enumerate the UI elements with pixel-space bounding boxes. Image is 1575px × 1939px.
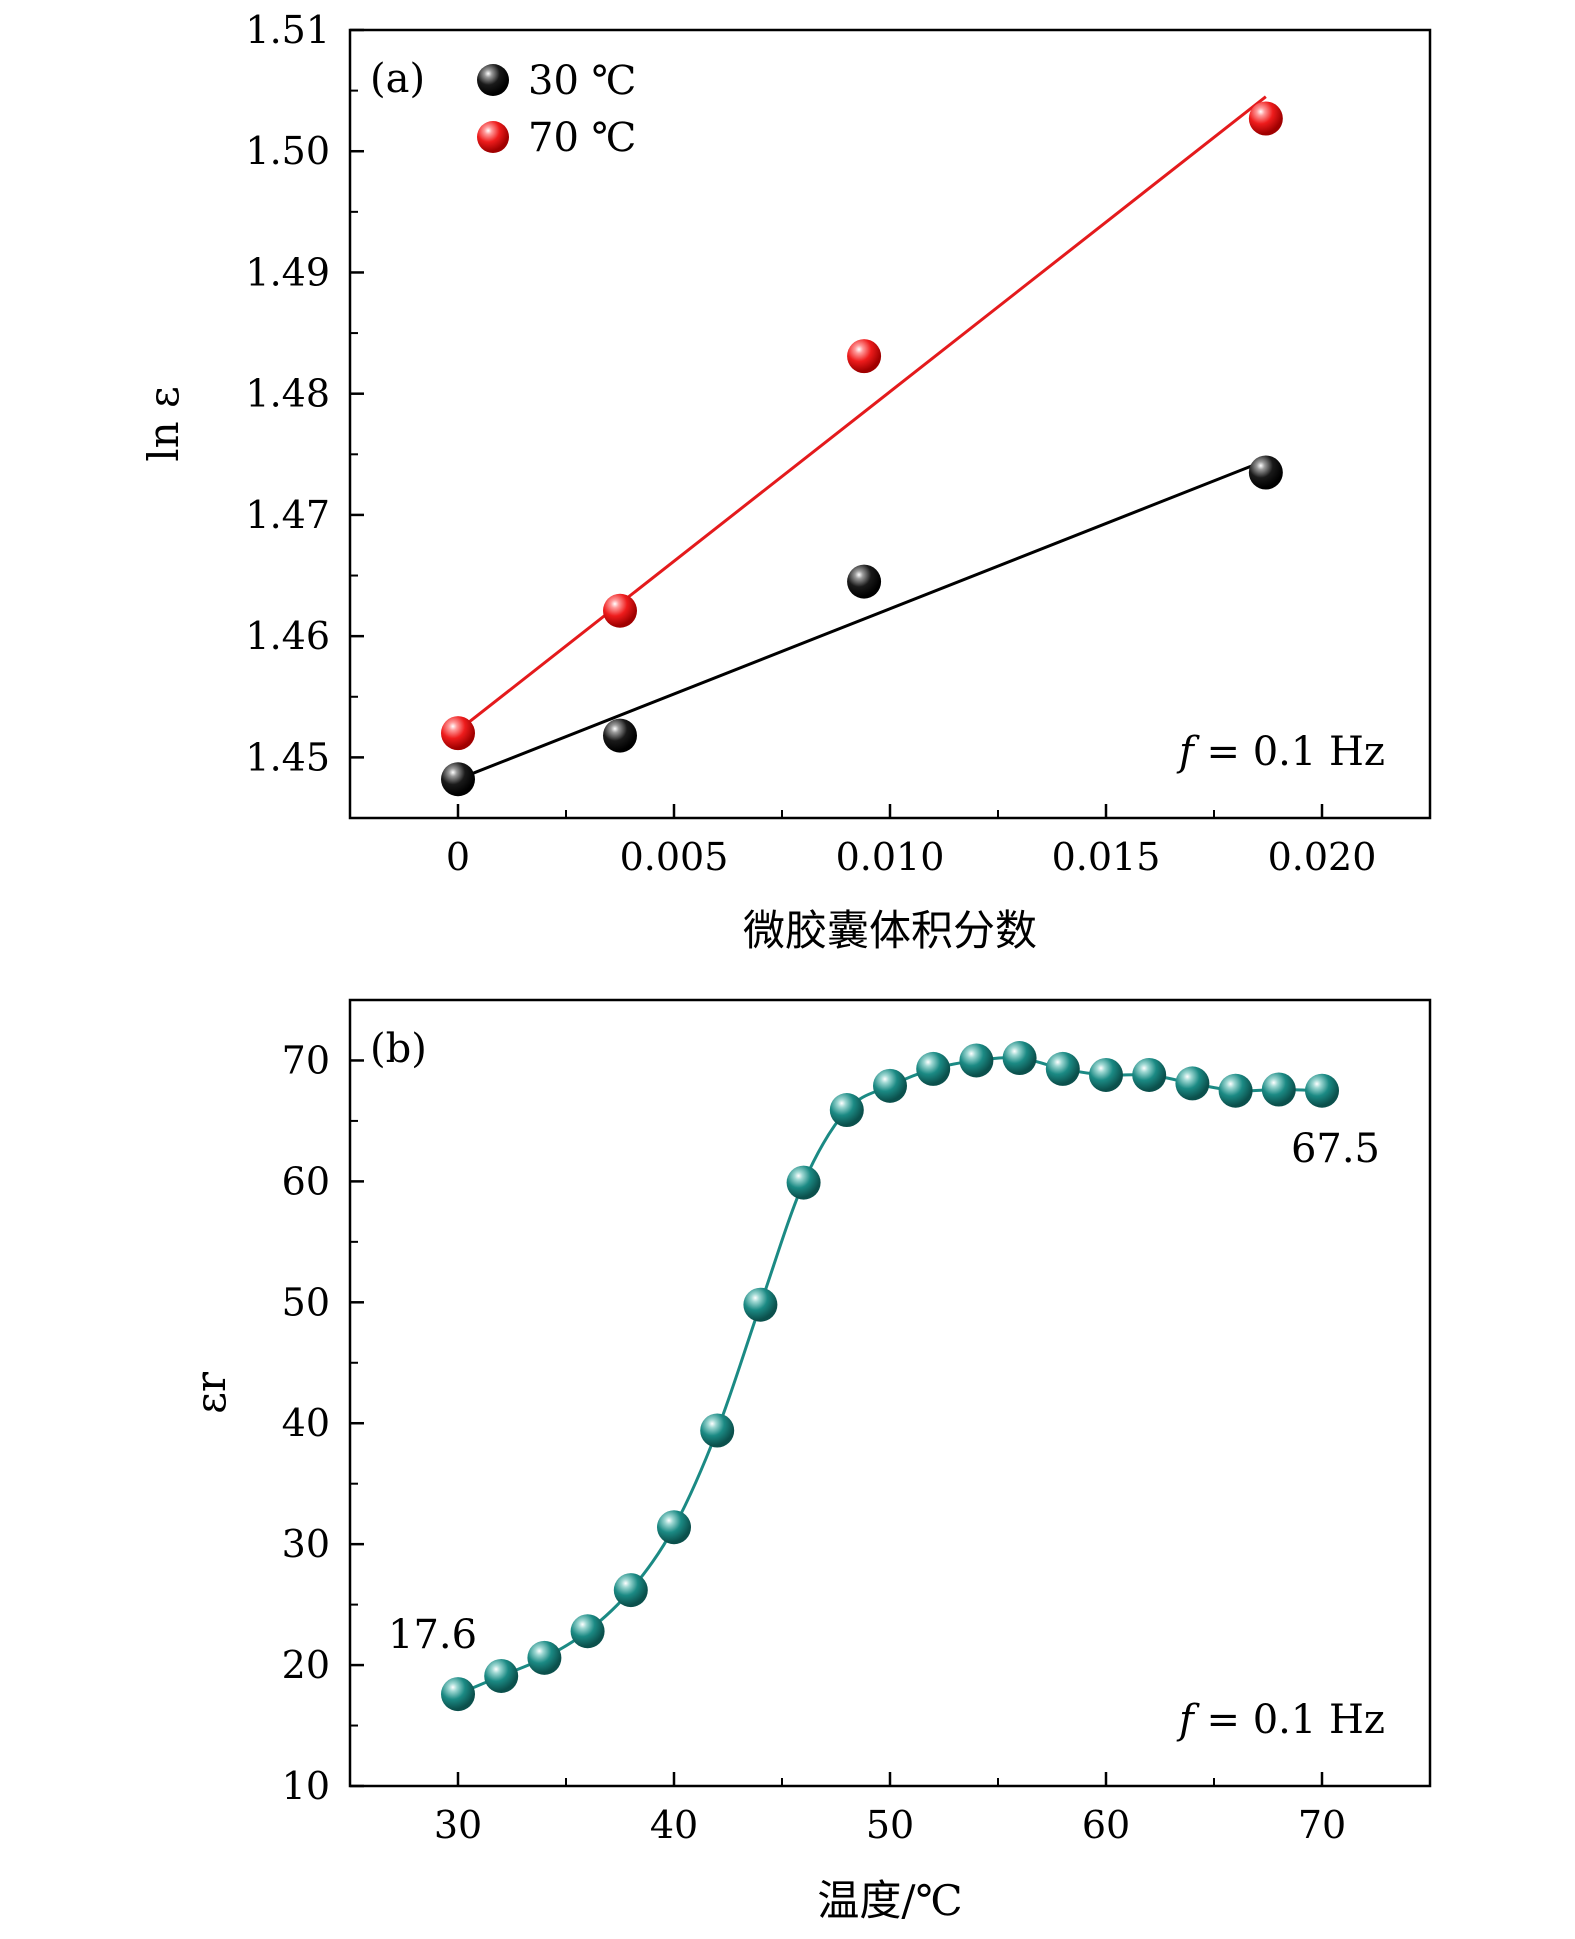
y-axis-title-b: εr: [186, 1371, 235, 1414]
data-point-70c: [441, 716, 475, 751]
data-point-b: [441, 1677, 475, 1712]
data-point-70c: [603, 593, 637, 628]
fit-line-70c: [457, 95, 1267, 732]
y-tick-label-b: 50: [282, 1280, 330, 1324]
data-point-b: [1045, 1051, 1080, 1086]
plot-frame-a: [348, 28, 1432, 820]
y-tick-label-a: 1.49: [245, 250, 330, 294]
y-tick-label-b: 10: [282, 1764, 330, 1808]
data-point-b: [959, 1043, 994, 1078]
frequency-annotation-a: f = 0.1 Hz: [1176, 729, 1385, 775]
y-tick-label-a: 1.50: [245, 129, 330, 173]
y-axis-title-a: ln ε: [139, 386, 188, 462]
x-tick-label-b: 30: [434, 1803, 482, 1847]
data-point-b: [916, 1051, 951, 1086]
y-tick-label-b: 70: [282, 1038, 330, 1082]
data-point-30c: [441, 762, 475, 797]
data-point-b: [1002, 1041, 1037, 1076]
data-point-b: [1261, 1072, 1296, 1107]
data-point-b: [484, 1658, 519, 1693]
data-point-b: [613, 1573, 648, 1608]
end-value-label: 67.5: [1291, 1126, 1380, 1172]
data-point-b: [657, 1510, 691, 1545]
x-tick-label-b: 70: [1298, 1803, 1346, 1847]
data-point-b: [1132, 1057, 1167, 1092]
data-point-30c: [847, 564, 882, 599]
data-point-b: [1175, 1066, 1210, 1101]
x-tick-label-b: 50: [866, 1803, 914, 1847]
x-tick-label-a: 0: [446, 835, 470, 879]
y-tick-label-a: 1.51: [245, 8, 330, 52]
x-tick-label-b: 60: [1082, 1803, 1130, 1847]
panel-b: 30 40 50 60 70 10 20 30 40 50 60 70 (b) 67.5 17.6 f…: [186, 998, 1432, 1925]
data-point-b: [1218, 1073, 1253, 1108]
legend-label-30: 30 ℃: [528, 58, 636, 104]
x-tick-label-b: 40: [650, 1803, 698, 1847]
data-point-b: [1305, 1073, 1339, 1108]
data-point-30c: [603, 718, 637, 753]
data-point-b: [786, 1165, 821, 1200]
x-tick-label-a: 0.015: [1052, 835, 1161, 879]
fit-line-30c: [457, 458, 1267, 781]
frequency-value-b: = 0.1 Hz: [1194, 1697, 1385, 1743]
data-point-b: [570, 1614, 605, 1649]
y-tick-label-b: 60: [282, 1159, 330, 1203]
x-tick-label-a: 0.020: [1268, 835, 1377, 879]
frequency-value-a: = 0.1 Hz: [1194, 729, 1385, 775]
y-tick-label-b: 20: [282, 1643, 330, 1687]
series-line-b: [457, 1056, 1323, 1696]
data-point-b: [829, 1093, 864, 1128]
start-value-label: 17.6: [388, 1612, 477, 1658]
x-axis-title-b: 温度/℃: [817, 1876, 962, 1925]
x-tick-label-a: 0.005: [620, 835, 729, 879]
data-point-b: [873, 1068, 907, 1103]
y-tick-label-a: 1.45: [245, 735, 330, 779]
y-tick-label-a: 1.48: [245, 372, 330, 416]
legend-marker-70: [477, 121, 509, 153]
data-point-70c: [847, 339, 882, 374]
legend-marker-30: [477, 64, 509, 96]
x-axis-title-a: 微胶囊体积分数: [743, 906, 1037, 955]
y-tick-label-b: 40: [282, 1401, 330, 1445]
data-point-b: [743, 1287, 778, 1322]
frequency-annotation-b: f = 0.1 Hz: [1176, 1697, 1385, 1743]
data-point-b: [700, 1413, 735, 1448]
data-point-b: [527, 1640, 562, 1675]
panel-a: 0 0.005 0.010 0.015 0.020 1.45 1.46 1.47 1.48 1.4…: [139, 8, 1432, 955]
panel-label-a: (a): [370, 56, 425, 102]
y-tick-label-a: 1.46: [245, 614, 330, 658]
y-tick-label-a: 1.47: [245, 493, 330, 537]
x-tick-label-a: 0.010: [836, 835, 945, 879]
data-point-b: [1089, 1057, 1123, 1092]
data-point-30c: [1248, 455, 1283, 490]
legend-a: 30 ℃ 70 ℃: [477, 58, 636, 161]
panel-label-b: (b): [370, 1026, 427, 1072]
data-point-70c: [1248, 101, 1283, 136]
legend-label-70: 70 ℃: [528, 115, 636, 161]
y-tick-label-b: 30: [282, 1522, 330, 1566]
